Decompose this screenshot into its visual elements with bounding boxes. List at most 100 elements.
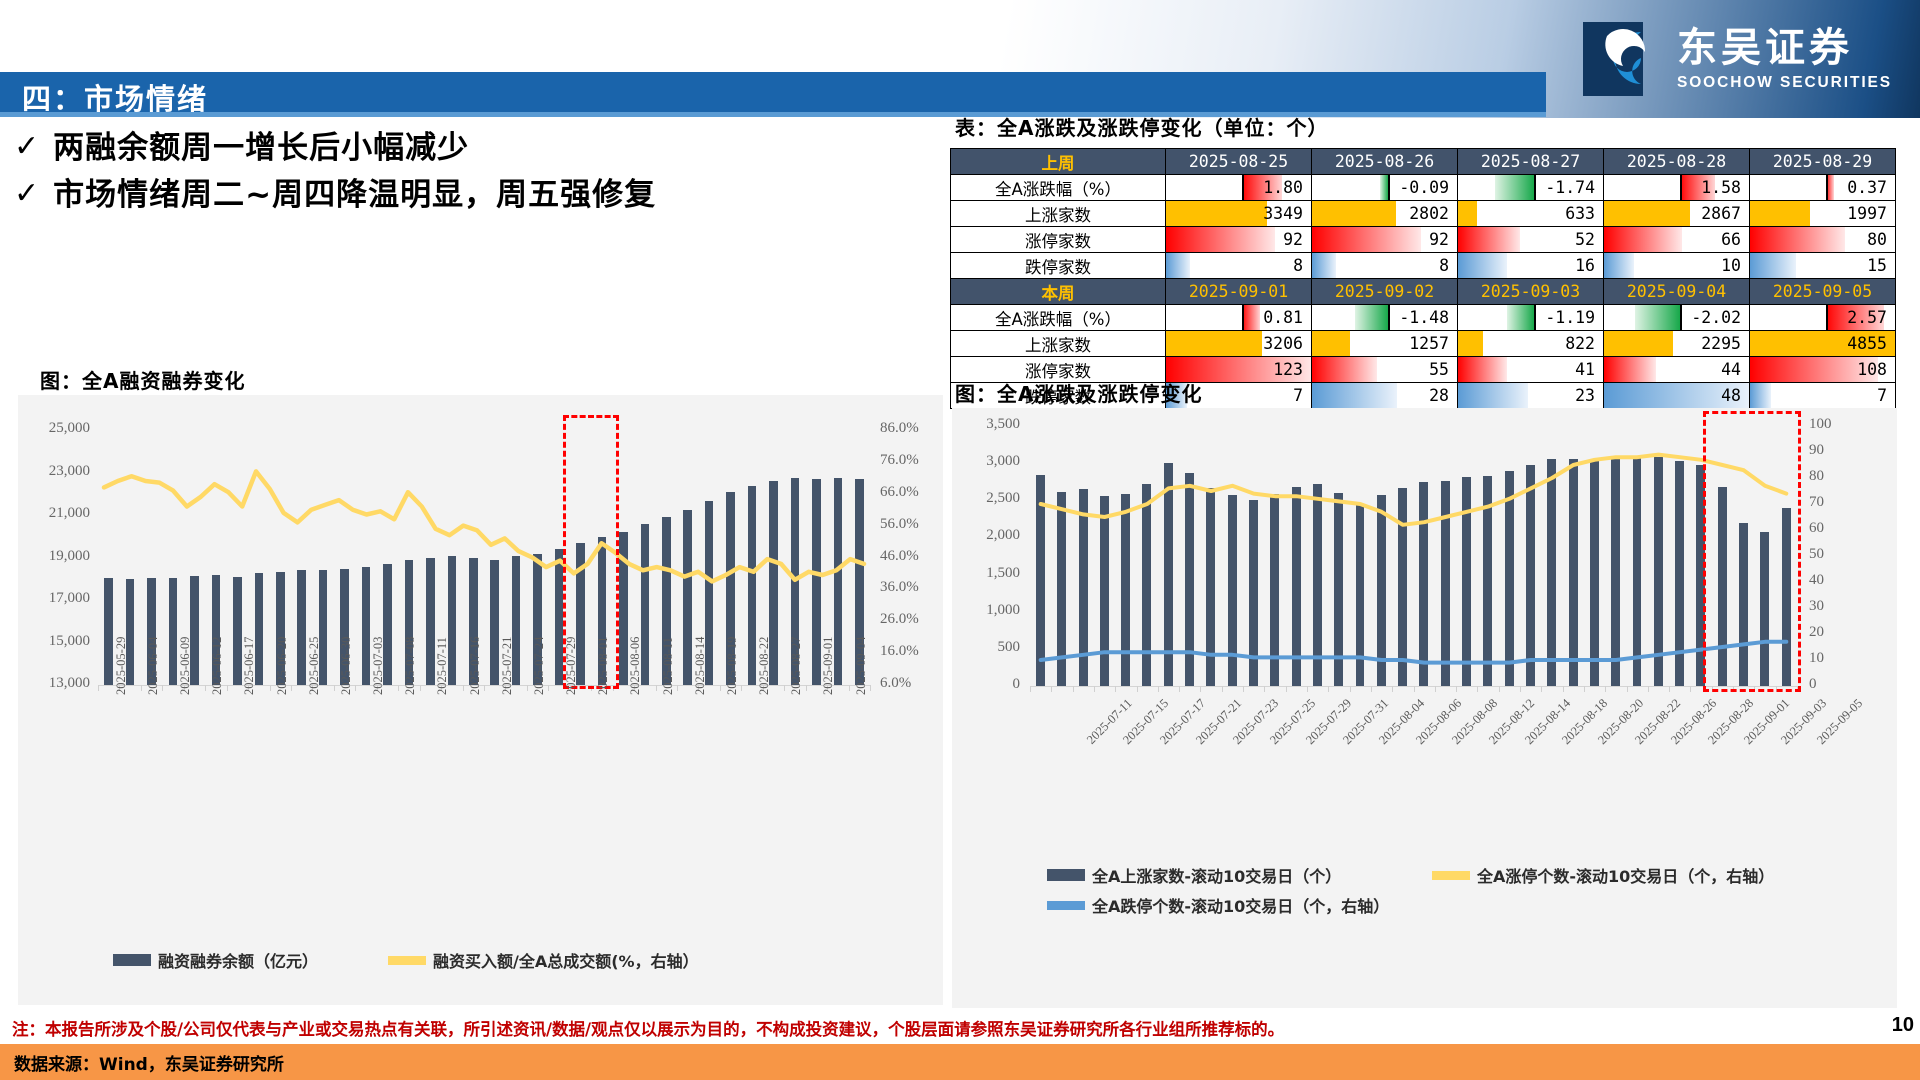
axis-tick-mark [1498, 686, 1500, 692]
data-bar [812, 479, 821, 685]
axis-tick-mark [698, 685, 700, 691]
axis-tick-mark [1434, 686, 1436, 692]
table-row-label: 跌停家数 [950, 252, 1166, 279]
bullet-text: 两融余额周一增长后小幅减少 [53, 130, 470, 166]
table-cell: 7 [1165, 382, 1312, 409]
left-axis-tick: 3,000 [986, 453, 1020, 470]
axis-tick-mark [1115, 686, 1117, 692]
data-bar [318, 569, 328, 685]
section-title-bar [0, 72, 1546, 112]
table-cell: 92 [1165, 226, 1312, 253]
data-bar [1675, 460, 1685, 686]
data-bar [1227, 495, 1237, 686]
axis-tick-mark [484, 685, 485, 691]
x-axis-tick-label: 2025-09-04 [853, 636, 868, 695]
axis-tick-mark [226, 685, 228, 691]
left-axis-tick: 15,000 [48, 632, 90, 649]
table-date-header: 2025-08-28 [1603, 148, 1750, 175]
table-cell: 2802 [1311, 200, 1458, 227]
x-axis-tick-label: 2025-07-03 [371, 636, 386, 695]
data-bar [190, 576, 199, 685]
data-bar [597, 537, 607, 685]
company-logo: 东吴证券 SOOCHOW SECURITIES [1582, 22, 1892, 96]
data-bar [254, 573, 264, 685]
data-bar [1696, 465, 1706, 686]
logo-chinese-name: 东吴证券 [1676, 24, 1853, 71]
left-axis-tick: 0 [1012, 676, 1021, 692]
legend-label: 全A上涨家数-滚动10交易日（个） [1092, 867, 1342, 886]
data-bar [533, 553, 542, 685]
table-cell: 1.58 [1603, 174, 1750, 201]
bullet-text: 市场情绪周二~周四降温明显，周五强修复 [53, 176, 657, 213]
data-bar [683, 509, 692, 685]
data-bar [854, 478, 864, 685]
axis-tick-mark [1626, 686, 1628, 692]
table-cell: 3349 [1165, 200, 1312, 227]
table-row: 涨停家数 92 92 52 66 80 [950, 226, 1896, 253]
legend-item-balance: 融资融券余额（亿元） [113, 948, 318, 972]
table-cell: 48 [1603, 382, 1750, 409]
bullet-item: ✓ 市场情绪周二~周四降温明显，周五强修复 [14, 177, 914, 214]
table-date-header: 2025-08-25 [1165, 148, 1312, 175]
table-cell: 0.81 [1165, 304, 1312, 331]
right-axis-tick: 0 [1809, 676, 1817, 692]
table-cell: 2.57 [1749, 304, 1896, 331]
axis-tick-mark [162, 685, 164, 691]
data-bar [1760, 532, 1770, 686]
x-axis-tick-label: 2025-07-24 [531, 636, 546, 695]
axis-tick-mark [376, 685, 378, 691]
left-axis-tick: 17,000 [48, 590, 90, 606]
axis-tick-mark [1051, 686, 1053, 692]
data-bar [1462, 476, 1471, 686]
table-row: 全A涨跌幅（%） 1.80 -0.09 -1.74 1.58 0.37 [950, 174, 1896, 201]
axis-tick-mark [677, 685, 678, 691]
right-axis-tick: 66.0% [880, 483, 919, 500]
right-axis-tick: 10 [1809, 650, 1824, 666]
axis-tick-mark [1349, 686, 1351, 692]
right-axis-tick: 20 [1809, 624, 1824, 640]
axis-tick-mark [269, 685, 271, 691]
data-bar [1312, 483, 1322, 686]
axis-tick-mark [827, 685, 829, 691]
bullet-item: ✓ 两融余额周一增长后小幅减少 [14, 130, 914, 167]
table-date-header: 2025-09-02 [1311, 278, 1458, 305]
data-bar [619, 531, 628, 685]
line-series-ratio [101, 469, 867, 584]
axis-tick-mark [741, 685, 743, 691]
table-row: 涨停家数 123 55 41 44 108 [950, 356, 1896, 383]
data-bar [1376, 495, 1386, 686]
table-cell: 41 [1457, 356, 1604, 383]
legend-label: 全A涨停个数-滚动10交易日（个，右轴） [1477, 867, 1775, 886]
table-header-row: 本周 2025-09-01 2025-09-02 2025-09-03 2025-09-… [950, 278, 1896, 305]
data-bar [1206, 488, 1216, 686]
right-axis-tick: 76.0% [880, 451, 919, 468]
x-axis-tick-label: 2025-08-06 [628, 636, 643, 695]
axis-tick-mark [312, 685, 314, 691]
data-bar [1547, 459, 1557, 686]
right-axis-tick: 70 [1809, 494, 1824, 510]
data-bar [447, 556, 457, 685]
section-title: 四：市场情绪 [22, 82, 209, 116]
axis-tick-mark [1306, 686, 1308, 692]
left-axis-tick: 23,000 [48, 462, 90, 479]
data-source-text: 数据来源：Wind，东吴证券研究所 [14, 1055, 284, 1075]
axis-tick-mark [441, 685, 443, 691]
data-bar [1739, 523, 1748, 686]
axis-tick-mark [1285, 686, 1287, 692]
table-date-header: 2025-09-03 [1457, 278, 1604, 305]
data-bar [1078, 489, 1088, 686]
x-axis-tick-label: 2025-06-25 [306, 636, 321, 695]
table-row: 跌停家数 8 8 16 10 15 [950, 252, 1896, 279]
axis-tick-mark [1221, 686, 1223, 692]
check-icon: ✓ [14, 130, 40, 163]
data-bar [361, 566, 371, 685]
line-series-limitdown [1038, 639, 1789, 665]
table-row-label: 全A涨跌幅（%） [950, 304, 1166, 331]
section-title-underline [0, 112, 1546, 117]
soochow-logo-icon [1582, 22, 1663, 96]
axis-tick-mark [419, 685, 421, 691]
axis-tick-mark [805, 685, 807, 691]
legend-item-ratio: 融资买入额/全A总成交额(%，右轴） [388, 948, 699, 972]
data-bar [297, 570, 306, 685]
left-axis-tick: 1,000 [986, 601, 1020, 618]
